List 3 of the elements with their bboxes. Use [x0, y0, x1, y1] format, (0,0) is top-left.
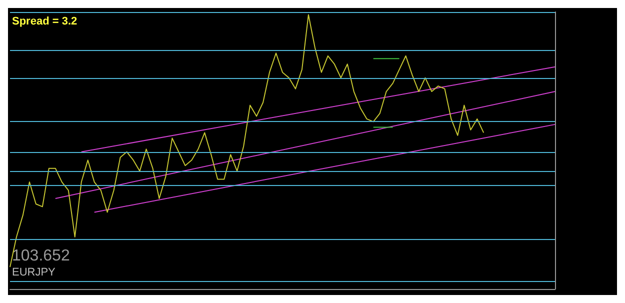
annotation: EURJPY: [12, 266, 56, 278]
annotation: 103.652: [12, 248, 70, 264]
annotation: Spread = 3.2: [12, 16, 78, 28]
